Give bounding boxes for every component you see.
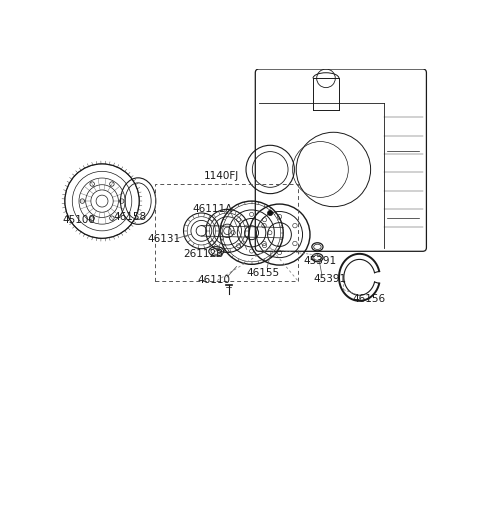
Text: 46110: 46110 [197, 275, 230, 285]
Text: 45391: 45391 [313, 274, 346, 284]
Text: 26112B: 26112B [183, 249, 223, 259]
Text: 46158: 46158 [113, 212, 146, 222]
Text: 46155: 46155 [246, 268, 279, 278]
Circle shape [267, 211, 273, 216]
Text: 1140FJ: 1140FJ [204, 171, 240, 181]
Text: 45391: 45391 [303, 256, 336, 266]
Text: 45100: 45100 [63, 216, 96, 225]
Text: 46156: 46156 [352, 293, 385, 304]
Bar [155, 184, 298, 281]
Text: 46131: 46131 [147, 234, 181, 244]
Text: 46111A: 46111A [192, 204, 233, 214]
